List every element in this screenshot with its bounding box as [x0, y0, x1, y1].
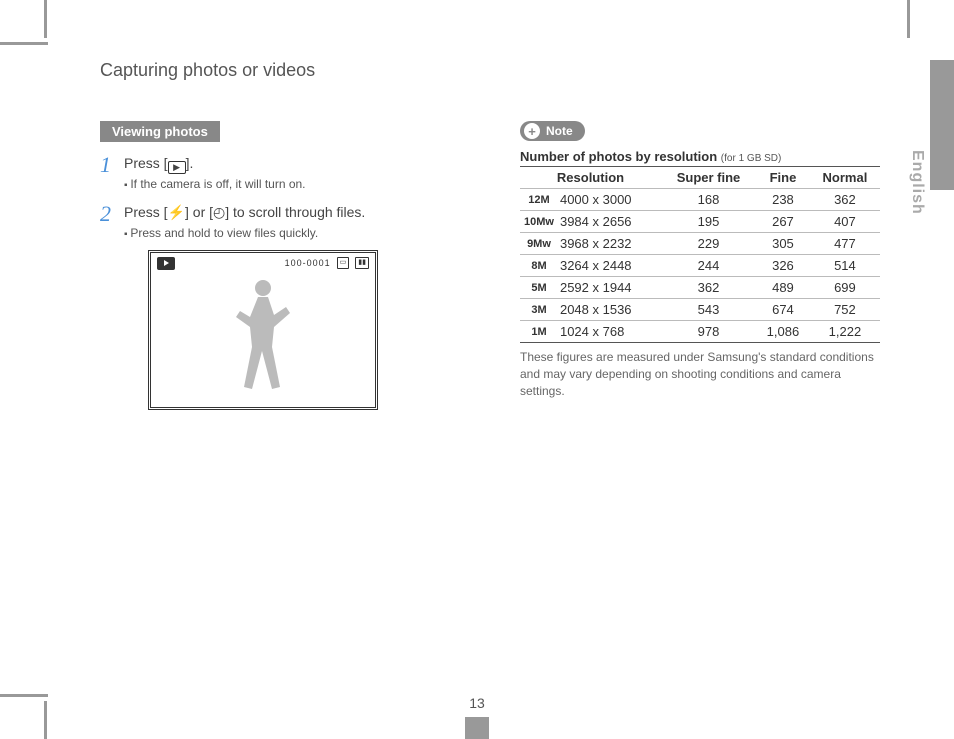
left-column: Viewing photos 1 Press [▶]. If the camer…	[100, 121, 460, 420]
table-footer-note: These figures are measured under Samsung…	[520, 349, 880, 399]
res-value: 2592 x 1944	[558, 277, 661, 299]
step-text: ].	[186, 155, 194, 171]
page-title: Capturing photos or videos	[100, 60, 894, 81]
crop-mark	[907, 0, 910, 38]
table-row: 8M3264 x 2448244326514	[520, 255, 880, 277]
res-icon: 8M	[520, 255, 558, 277]
fine-value: 326	[756, 255, 810, 277]
crop-mark	[44, 0, 47, 38]
battery-icon: ▮▮	[355, 257, 369, 269]
fine-value: 674	[756, 299, 810, 321]
superfine-value: 362	[661, 277, 756, 299]
fine-value: 305	[756, 233, 810, 255]
fine-value: 267	[756, 211, 810, 233]
table-row: 5M2592 x 1944362489699	[520, 277, 880, 299]
crop-mark	[44, 701, 47, 739]
col-fine: Fine	[756, 167, 810, 189]
table-caption: Number of photos by resolution (for 1 GB…	[520, 149, 880, 164]
normal-value: 1,222	[810, 321, 880, 343]
note-label: Note	[546, 124, 573, 138]
play-icon: ▶	[168, 161, 186, 174]
frame-counter: 100-0001	[285, 257, 331, 270]
normal-value: 514	[810, 255, 880, 277]
step-2: 2 Press [⚡] or [◴] to scroll through fil…	[100, 203, 460, 410]
superfine-value: 195	[661, 211, 756, 233]
normal-value: 752	[810, 299, 880, 321]
page-number: 13	[469, 695, 485, 711]
language-label: English	[908, 150, 926, 215]
res-icon: 5M	[520, 277, 558, 299]
normal-value: 477	[810, 233, 880, 255]
table-row: 3M2048 x 1536543674752	[520, 299, 880, 321]
superfine-value: 229	[661, 233, 756, 255]
side-tab	[930, 60, 954, 190]
res-value: 3968 x 2232	[558, 233, 661, 255]
person-silhouette-icon	[228, 275, 298, 400]
res-icon: 1M	[520, 321, 558, 343]
play-chip-icon	[157, 257, 175, 270]
res-value: 3264 x 2448	[558, 255, 661, 277]
step-number: 2	[100, 203, 124, 410]
flash-icon: ⚡	[168, 204, 185, 220]
superfine-value: 244	[661, 255, 756, 277]
step-bullet: If the camera is off, it will turn on.	[124, 176, 306, 193]
step-text: ] to scroll through files.	[225, 204, 365, 220]
step-text: Press [	[124, 155, 168, 171]
memory-icon: ▭	[337, 257, 350, 269]
table-row: 1M1024 x 7689781,0861,222	[520, 321, 880, 343]
crop-mark	[0, 694, 48, 697]
normal-value: 362	[810, 189, 880, 211]
note-badge: + Note	[520, 121, 585, 141]
crop-mark	[0, 42, 48, 45]
normal-value: 407	[810, 211, 880, 233]
res-icon: 12M	[520, 189, 558, 211]
plus-icon: +	[524, 123, 540, 139]
table-row: 10Mw3984 x 2656195267407	[520, 211, 880, 233]
resolution-table: Resolution Super fine Fine Normal 12M400…	[520, 166, 880, 343]
step-text: ] or [	[185, 204, 213, 220]
superfine-value: 168	[661, 189, 756, 211]
superfine-value: 543	[661, 299, 756, 321]
right-column: + Note Number of photos by resolution (f…	[520, 121, 880, 420]
col-normal: Normal	[810, 167, 880, 189]
table-row: 9Mw3968 x 2232229305477	[520, 233, 880, 255]
col-resolution: Resolution	[520, 167, 661, 189]
timer-icon: ◴	[213, 204, 225, 220]
res-icon: 10Mw	[520, 211, 558, 233]
res-value: 2048 x 1536	[558, 299, 661, 321]
page-bar	[465, 717, 489, 739]
step-text: Press [	[124, 204, 168, 220]
table-header-row: Resolution Super fine Fine Normal	[520, 167, 880, 189]
normal-value: 699	[810, 277, 880, 299]
fine-value: 1,086	[756, 321, 810, 343]
section-heading: Viewing photos	[100, 121, 220, 142]
col-superfine: Super fine	[661, 167, 756, 189]
res-icon: 3M	[520, 299, 558, 321]
fine-value: 238	[756, 189, 810, 211]
step-number: 1	[100, 154, 124, 193]
res-value: 4000 x 3000	[558, 189, 661, 211]
res-icon: 9Mw	[520, 233, 558, 255]
preview-frame: 100-0001 ▭ ▮▮	[148, 250, 378, 410]
step-bullet: Press and hold to view files quickly.	[124, 225, 378, 242]
table-row: 12M4000 x 3000168238362	[520, 189, 880, 211]
fine-value: 489	[756, 277, 810, 299]
superfine-value: 978	[661, 321, 756, 343]
step-1: 1 Press [▶]. If the camera is off, it wi…	[100, 154, 460, 193]
res-value: 1024 x 768	[558, 321, 661, 343]
res-value: 3984 x 2656	[558, 211, 661, 233]
